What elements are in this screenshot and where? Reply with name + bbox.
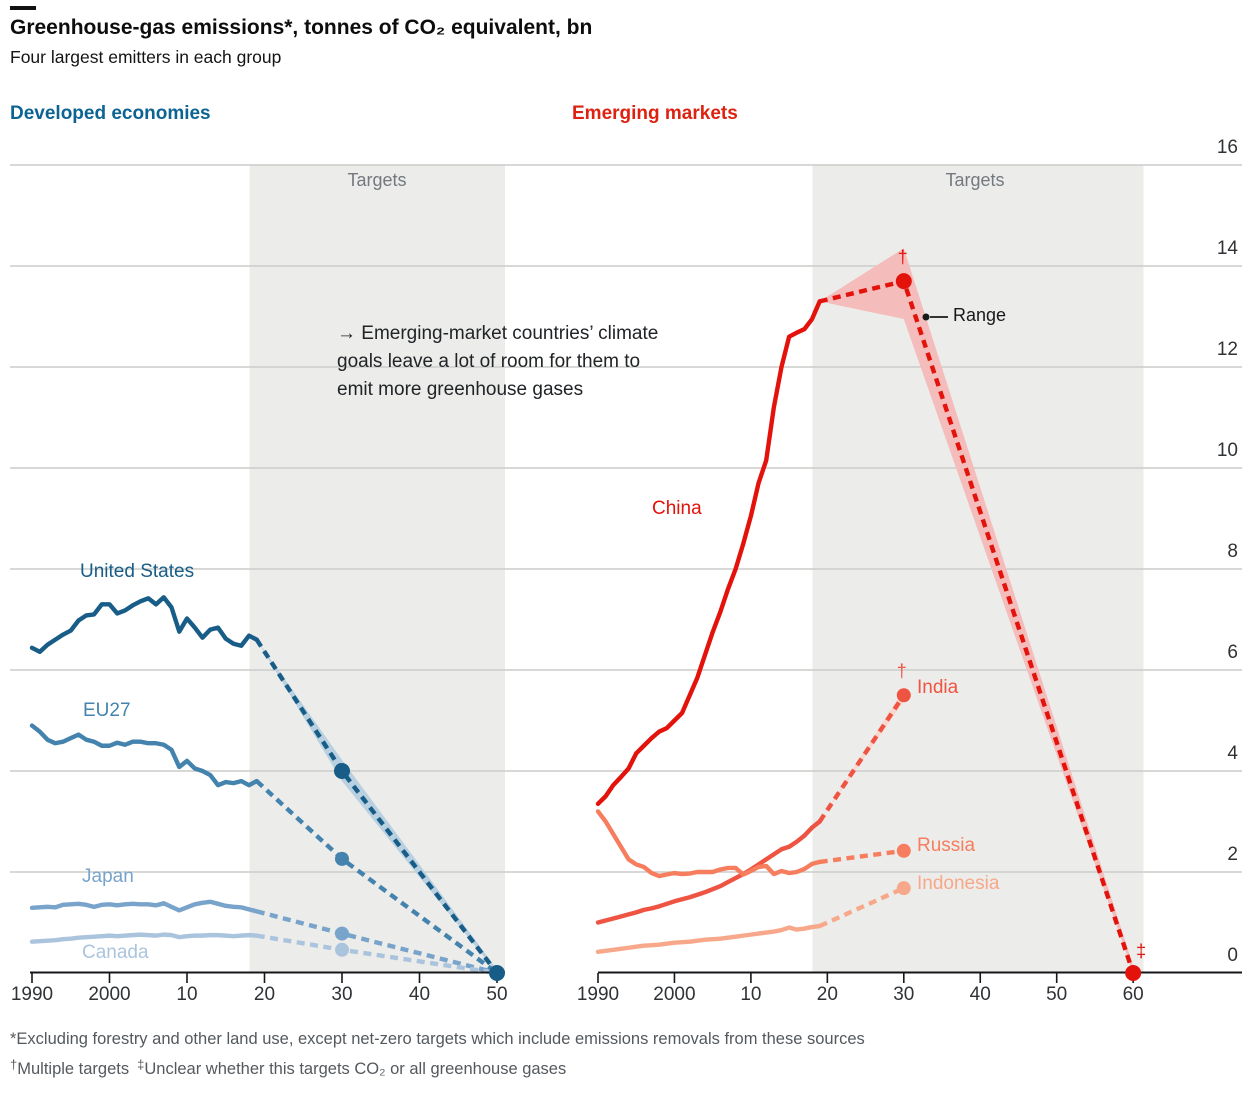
series-label-canada: Canada xyxy=(82,942,149,963)
target-dot xyxy=(895,273,912,290)
target-dot xyxy=(1125,965,1142,981)
range-label: Range xyxy=(953,305,1007,325)
series-label-russia: Russia xyxy=(917,835,976,856)
series-label-india: India xyxy=(917,677,959,698)
chart-title: Greenhouse-gas emissions*, tonnes of CO₂… xyxy=(10,16,593,39)
annotation-line-2: goals leave a lot of room for them to xyxy=(337,351,641,372)
series-label-eu27: EU27 xyxy=(83,700,131,721)
y-tick-label: 4 xyxy=(1227,743,1238,764)
x-tick-label: 40 xyxy=(969,984,991,1005)
history-line xyxy=(29,899,259,914)
dagger-footnote-icon: † xyxy=(10,1057,18,1072)
target-line xyxy=(818,886,905,929)
x-tick-label: 30 xyxy=(893,984,915,1005)
history-line xyxy=(595,299,822,807)
double-dagger-footnote-icon: ‡ xyxy=(137,1057,145,1072)
x-tick-label: 1990 xyxy=(10,984,54,1005)
series-label-indonesia: Indonesia xyxy=(917,873,1000,894)
target-dot xyxy=(896,688,911,703)
y-tick-label: 8 xyxy=(1227,541,1238,562)
target-dot xyxy=(334,763,350,779)
top-rule xyxy=(10,6,36,10)
x-tick-label: 10 xyxy=(740,984,762,1005)
chart-subtitle: Four largest emitters in each group xyxy=(10,47,282,67)
panel-header-emerging: Emerging markets xyxy=(572,103,738,124)
annotation-line-3: emit more greenhouse gases xyxy=(337,379,584,400)
y-tick-label: 10 xyxy=(1216,440,1238,461)
annotation-line-1: → Emerging-market countries’ climate xyxy=(337,323,659,344)
footnote-2-text-a: Multiple targets xyxy=(17,1060,130,1078)
history-line xyxy=(29,595,259,655)
y-tick-label: 6 xyxy=(1227,642,1238,663)
panel-header-developed: Developed economies xyxy=(10,103,211,124)
targets-label-right: Targets xyxy=(945,170,1005,190)
x-tick-label: 2000 xyxy=(88,984,131,1005)
target-dot xyxy=(335,851,349,866)
y-tick-label: 2 xyxy=(1227,844,1238,865)
range-leader-dot xyxy=(922,313,930,321)
series-label-united-states: United States xyxy=(80,561,195,582)
annotation-text: → Emerging-market countries’ climate goa… xyxy=(337,320,658,404)
x-tick-label: 2000 xyxy=(653,984,696,1005)
x-tick-label: 10 xyxy=(176,984,198,1005)
x-tick-label: 50 xyxy=(486,984,508,1005)
history-line xyxy=(595,923,822,954)
range-band xyxy=(819,689,904,822)
target-dot xyxy=(335,942,349,957)
dagger: † xyxy=(896,661,907,682)
target-dot xyxy=(896,881,911,896)
x-tick-label: 50 xyxy=(1046,984,1068,1005)
x-tick-label: 20 xyxy=(253,984,276,1005)
dagger: † xyxy=(897,247,908,268)
y-tick-label: 12 xyxy=(1216,339,1238,360)
history-line xyxy=(29,723,259,788)
dagger: ‡ xyxy=(1136,941,1147,961)
x-tick-label: 20 xyxy=(816,984,838,1005)
history-line xyxy=(595,809,822,879)
y-tick-label: 0 xyxy=(1227,945,1238,966)
target-dot xyxy=(335,926,349,941)
x-tick-label: 60 xyxy=(1122,984,1144,1005)
target-line xyxy=(819,848,905,865)
x-tick-label: 30 xyxy=(331,984,353,1005)
target-line xyxy=(817,694,906,823)
footnote-2-text-b: Unclear whether this targets CO₂ or all … xyxy=(144,1060,567,1078)
target-line xyxy=(254,638,499,975)
targets-label-left: Targets xyxy=(347,170,407,190)
x-tick-label: 40 xyxy=(408,984,431,1005)
range-band xyxy=(256,639,497,973)
target-dot xyxy=(896,843,911,858)
y-tick-label: 16 xyxy=(1216,137,1238,158)
series-label-china: China xyxy=(652,498,702,519)
x-tick-label: 1990 xyxy=(576,984,620,1005)
footnote-1: *Excluding forestry and other land use, … xyxy=(10,1030,865,1048)
target-dot xyxy=(489,965,505,981)
series-label-japan: Japan xyxy=(82,866,134,887)
history-line xyxy=(595,819,822,925)
footnote-2: †Multiple targets ‡Unclear whether this t… xyxy=(10,1057,567,1079)
y-tick-label: 14 xyxy=(1216,238,1238,259)
history-line xyxy=(29,932,259,944)
